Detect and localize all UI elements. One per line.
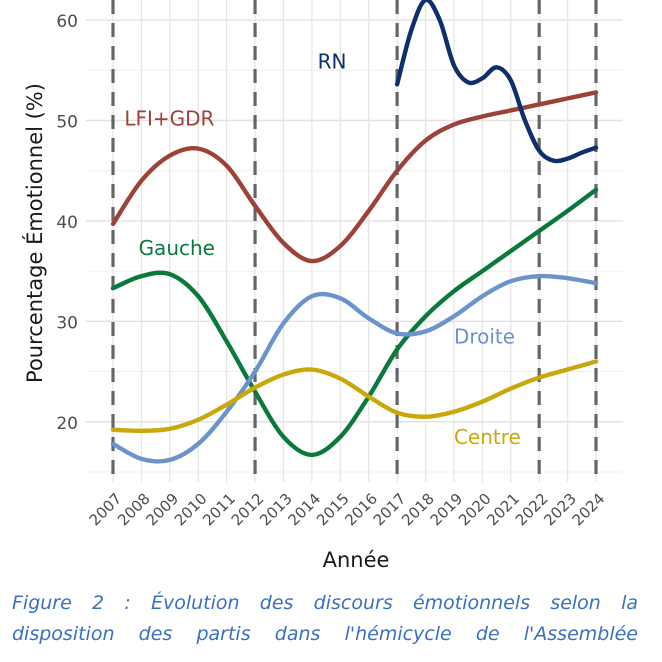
x-tick-label: 2024 bbox=[569, 490, 609, 530]
series-lines bbox=[110, 0, 599, 464]
caption-line-2: disposition des partis dans l'hémicycle … bbox=[12, 623, 638, 645]
series-label-rn: RN bbox=[318, 49, 347, 73]
x-tick-label: 2016 bbox=[341, 490, 381, 530]
x-tick-label: 2012 bbox=[228, 490, 268, 530]
series-labels: LFI+GDR RN Gauche Droite Centre bbox=[124, 49, 520, 449]
x-tick-label: 2007 bbox=[86, 490, 126, 530]
y-tick-label: 20 bbox=[56, 414, 78, 434]
series-line-droite bbox=[110, 273, 599, 464]
series-label-gauche: Gauche bbox=[139, 236, 215, 260]
y-tick-label: 30 bbox=[56, 313, 78, 333]
series-line-lfi-gdr bbox=[110, 90, 599, 264]
y-tick-label: 50 bbox=[56, 113, 78, 133]
grid bbox=[86, 0, 623, 482]
series-label-droite: Droite bbox=[454, 324, 515, 348]
series-label-centre: Centre bbox=[454, 425, 521, 449]
x-tick-label: 2022 bbox=[512, 490, 552, 530]
x-tick-label: 2019 bbox=[427, 490, 467, 530]
x-tick-label: 2013 bbox=[256, 490, 296, 530]
x-tick-label: 2015 bbox=[313, 490, 353, 530]
y-tick-label: 60 bbox=[56, 12, 78, 32]
x-tick-label: 2018 bbox=[398, 490, 438, 530]
x-tick-label: 2021 bbox=[483, 490, 523, 530]
y-tick-label: 40 bbox=[56, 213, 78, 233]
figure-caption: Figure 2 : Évolution des discours émotio… bbox=[12, 588, 638, 650]
x-tick-label: 2009 bbox=[142, 490, 182, 530]
series-line-rn bbox=[394, 0, 599, 164]
plot-background bbox=[86, 0, 623, 482]
x-tick-label: 2008 bbox=[114, 490, 154, 530]
caption-line-1: Figure 2 : Évolution des discours émotio… bbox=[12, 592, 638, 614]
series-line-gauche bbox=[110, 187, 599, 458]
y-axis-ticks: 20 30 40 50 60 bbox=[56, 12, 78, 434]
x-axis-ticks: 2007200820092010201120122013201420152016… bbox=[86, 490, 609, 530]
x-tick-label: 2010 bbox=[171, 490, 211, 530]
x-axis-label: Année bbox=[323, 548, 390, 572]
x-tick-label: 2023 bbox=[540, 490, 580, 530]
y-axis-label: Pourcentage Émotionnel (%) bbox=[22, 83, 47, 383]
series-label-lfi-gdr: LFI+GDR bbox=[124, 107, 214, 131]
series-line-centre bbox=[110, 359, 599, 433]
x-tick-label: 2011 bbox=[199, 490, 239, 530]
